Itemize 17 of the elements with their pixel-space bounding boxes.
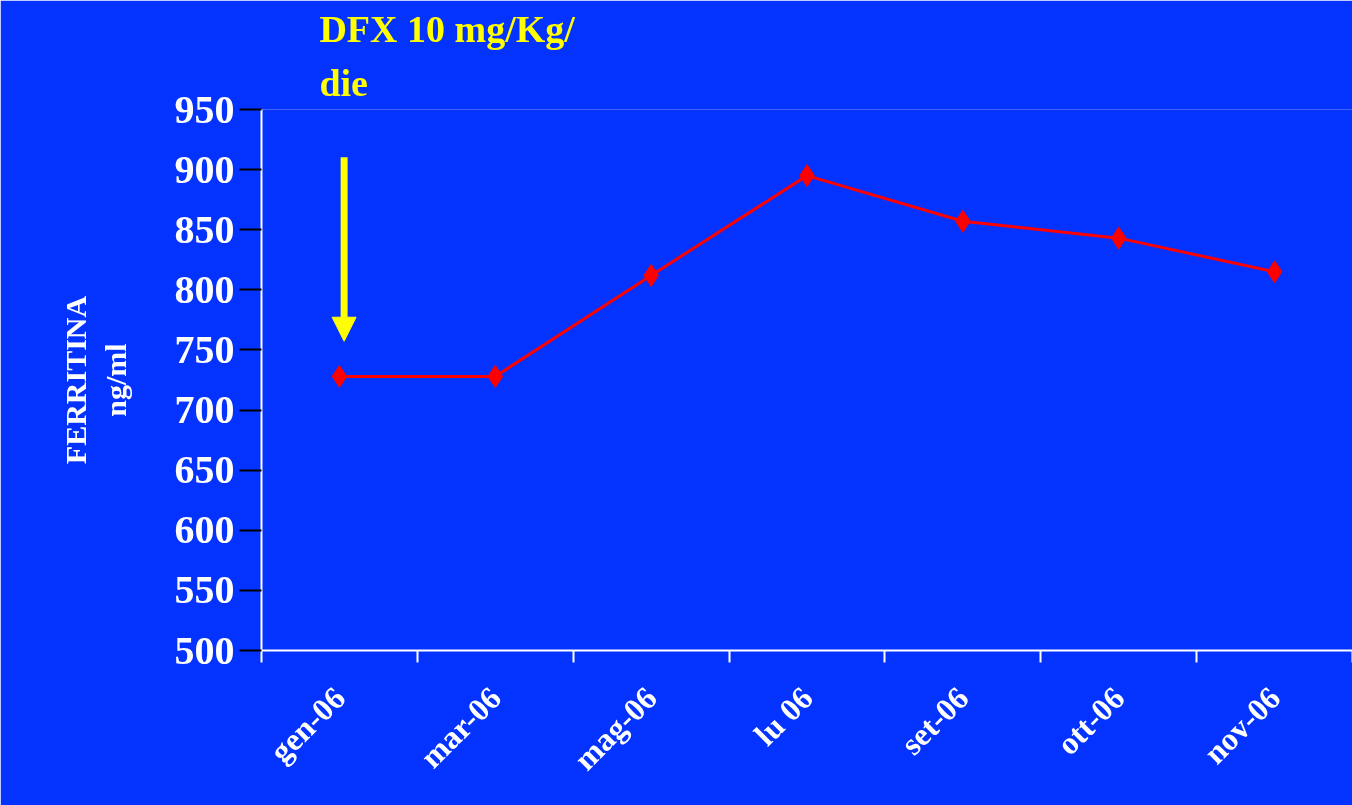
point xyxy=(487,364,504,388)
point xyxy=(1266,260,1283,284)
y-tick-label: 750 xyxy=(174,326,235,372)
y-tick-label: 850 xyxy=(174,206,235,252)
y-tick-label: 900 xyxy=(174,146,235,192)
y-tick-label: 700 xyxy=(174,387,235,433)
y-tick-label: 650 xyxy=(174,447,235,493)
y-tick-label: 950 xyxy=(174,86,235,132)
text: DFX 10 mg/Kg/ die xyxy=(319,7,576,105)
y-tick-label: 550 xyxy=(174,567,235,613)
y-tick-label: 500 xyxy=(174,627,235,673)
point xyxy=(331,364,348,388)
y-tick-label: 600 xyxy=(174,507,235,553)
y-axis-title: FERRITINA ng/ml xyxy=(58,295,132,465)
y-tick-label: 800 xyxy=(174,266,235,312)
point xyxy=(1110,226,1127,250)
x-tick-label: lu 06 xyxy=(747,679,820,753)
